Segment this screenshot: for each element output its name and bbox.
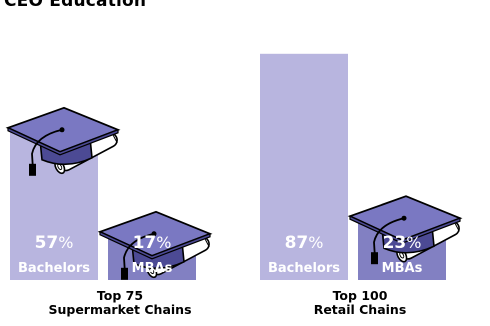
bar-value-label: 23% xyxy=(383,233,422,253)
bar-category-label: MBAs xyxy=(132,261,173,276)
group-label-line2: Supermarket Chains xyxy=(48,302,192,317)
graduation-cap-icon xyxy=(347,195,463,265)
bar-value-number: 17 xyxy=(133,233,157,253)
group-label-retail: Top 100 Retail Chains xyxy=(250,289,470,317)
bar-value-number: 23 xyxy=(383,233,407,253)
bar-group xyxy=(260,53,348,280)
bar-value-suffix: % xyxy=(156,233,171,252)
bar-value-suffix: % xyxy=(58,233,73,252)
bar-value-label: 57% xyxy=(35,233,74,253)
bar-value-label: 87% xyxy=(285,233,324,253)
bar-value-suffix: % xyxy=(406,233,421,252)
bar-category-label: Bachelors xyxy=(18,261,90,276)
group-label-line2: Retail Chains xyxy=(313,302,407,317)
chart-title: CEO Education xyxy=(4,0,147,11)
bar xyxy=(260,53,348,280)
bar-category-label: MBAs xyxy=(382,261,423,276)
bar-value-suffix: % xyxy=(308,233,323,252)
group-label-supermarket: Top 75 Supermarket Chains xyxy=(10,289,230,317)
graduation-cap-icon xyxy=(97,210,213,280)
bar-value-label: 17% xyxy=(133,233,172,253)
group-label-line1: Top 75 xyxy=(96,288,144,303)
bar-value-number: 57 xyxy=(35,233,59,253)
bar-category-label: Bachelors xyxy=(268,261,340,276)
bar-value-number: 87 xyxy=(285,233,309,253)
group-label-line1: Top 100 xyxy=(332,288,388,303)
graduation-cap-icon xyxy=(5,106,121,176)
